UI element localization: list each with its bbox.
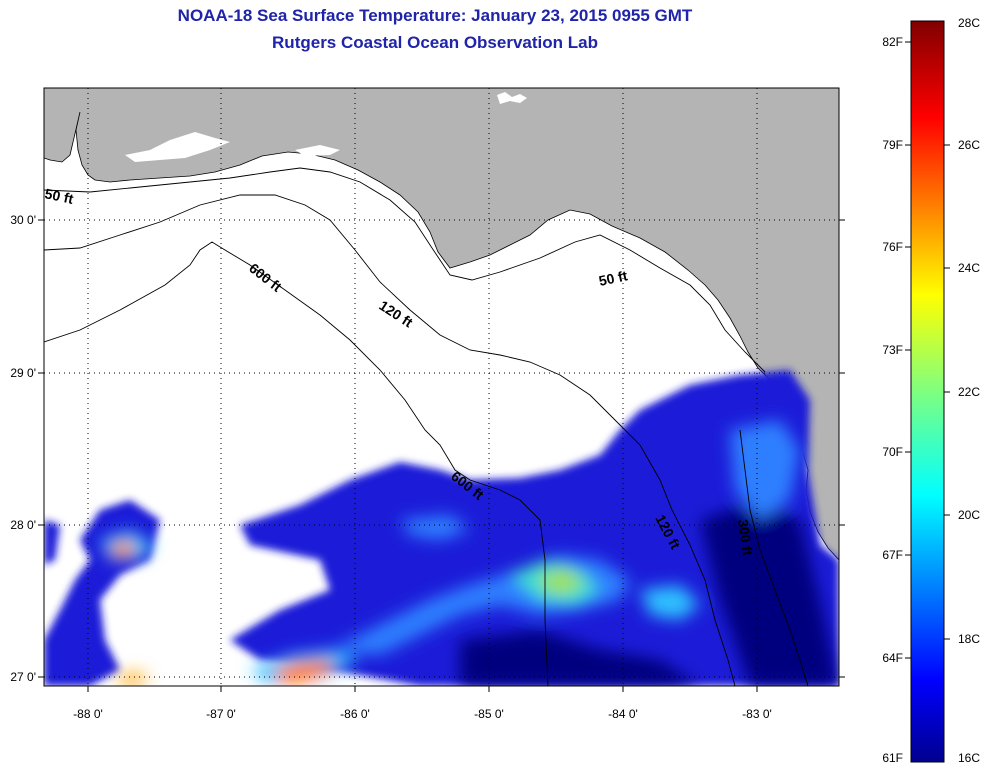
x-tick-label: -84 0': [608, 707, 638, 721]
contour-label: 300 ft: [735, 518, 756, 557]
map-subtitle: Rutgers Coastal Ocean Observation Lab: [272, 33, 598, 52]
x-tick-label: -86 0': [340, 707, 370, 721]
colorbar-fahrenheit-label: 64F: [882, 651, 903, 665]
colorbar-fahrenheit-label: 70F: [882, 445, 903, 459]
y-tick-label: 28 0': [10, 518, 36, 532]
colorbar-celsius-label: 22C: [958, 385, 980, 399]
colorbar-celsius-label: 16C: [958, 751, 980, 765]
colorbar-fahrenheit-label: 67F: [882, 548, 903, 562]
y-tick-label: 29 0': [10, 366, 36, 380]
colorbar-celsius-label: 24C: [958, 261, 980, 275]
colorbar-ticks: [905, 41, 950, 659]
colorbar-celsius-label: 26C: [958, 138, 980, 152]
map-frame: [43, 87, 840, 687]
x-tick-label: -85 0': [474, 707, 504, 721]
y-tick-label: 30 0': [10, 213, 36, 227]
colorbar-celsius-label: 18C: [958, 632, 980, 646]
colorbar-fahrenheit-label: 73F: [882, 343, 903, 357]
map-title: NOAA-18 Sea Surface Temperature: January…: [177, 6, 693, 25]
x-tick-label: -88 0': [73, 707, 103, 721]
colorbar: [910, 20, 945, 763]
colorbar-celsius-label: 20C: [958, 508, 980, 522]
colorbar-fahrenheit-label: 82F: [882, 35, 903, 49]
x-tick-label: -83 0': [742, 707, 772, 721]
colorbar-fahrenheit-label: 76F: [882, 240, 903, 254]
contour-label: 50 ft: [43, 185, 75, 207]
contour-label: 50 ft: [597, 267, 629, 289]
bathymetry-contours: [44, 167, 809, 686]
colorbar-fahrenheit-label: 79F: [882, 138, 903, 152]
colorbar-celsius-label: 28C: [958, 16, 980, 30]
y-tick-label: 27 0': [10, 670, 36, 684]
sst-data: [44, 370, 839, 686]
colorbar-fahrenheit-label: 61F: [882, 751, 903, 765]
x-tick-label: -87 0': [206, 707, 236, 721]
